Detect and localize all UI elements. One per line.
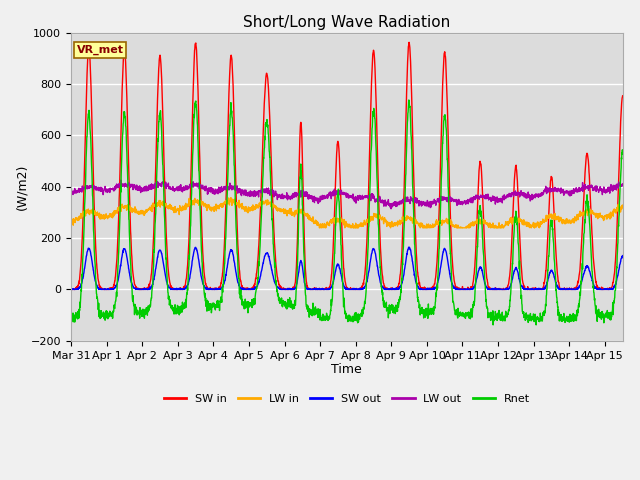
SW in bbox=[67, 285, 75, 291]
LW out bbox=[531, 194, 538, 200]
Rnet bbox=[490, 322, 497, 328]
Rnet bbox=[405, 97, 413, 103]
LW out bbox=[278, 192, 285, 197]
Rnet bbox=[67, 310, 75, 315]
LW in bbox=[152, 201, 160, 207]
LW out bbox=[67, 191, 75, 197]
LW out bbox=[387, 206, 395, 212]
Legend: SW in, LW in, SW out, LW out, Rnet: SW in, LW in, SW out, LW out, Rnet bbox=[159, 390, 534, 408]
LW in bbox=[576, 208, 584, 214]
SW in bbox=[278, 286, 285, 292]
SW in bbox=[152, 145, 160, 151]
Line: Rnet: Rnet bbox=[71, 100, 623, 325]
SW in bbox=[164, 270, 172, 276]
Line: LW out: LW out bbox=[71, 180, 623, 209]
Rnet bbox=[152, 197, 160, 203]
SW out bbox=[164, 284, 172, 289]
SW in bbox=[67, 287, 75, 292]
LW in bbox=[292, 210, 300, 216]
SW out bbox=[152, 263, 160, 268]
SW out bbox=[67, 287, 75, 292]
LW out bbox=[576, 187, 584, 193]
SW in bbox=[405, 39, 413, 45]
SW out bbox=[292, 282, 300, 288]
Y-axis label: (W/m2): (W/m2) bbox=[15, 164, 28, 210]
LW out bbox=[152, 184, 160, 190]
SW in bbox=[292, 264, 300, 270]
Line: SW in: SW in bbox=[71, 42, 623, 289]
LW in bbox=[164, 206, 172, 212]
SW out bbox=[576, 282, 584, 288]
LW in bbox=[619, 204, 627, 210]
LW out bbox=[292, 191, 300, 197]
Line: SW out: SW out bbox=[71, 247, 623, 289]
LW in bbox=[278, 207, 285, 213]
SW in bbox=[619, 93, 627, 99]
Title: Short/Long Wave Radiation: Short/Long Wave Radiation bbox=[243, 15, 451, 30]
LW out bbox=[117, 177, 125, 183]
Rnet bbox=[278, 295, 285, 301]
LW in bbox=[227, 195, 235, 201]
SW out bbox=[531, 287, 538, 292]
SW in bbox=[531, 287, 538, 292]
LW in bbox=[531, 222, 538, 228]
X-axis label: Time: Time bbox=[332, 363, 362, 376]
Line: LW in: LW in bbox=[71, 198, 623, 228]
SW out bbox=[67, 287, 75, 292]
Text: VR_met: VR_met bbox=[77, 45, 124, 55]
Rnet bbox=[576, 289, 584, 295]
SW in bbox=[576, 263, 584, 269]
SW out bbox=[405, 244, 413, 250]
LW out bbox=[164, 184, 172, 190]
Rnet bbox=[164, 296, 172, 302]
SW out bbox=[278, 287, 285, 292]
Rnet bbox=[531, 314, 538, 320]
SW out bbox=[619, 253, 627, 259]
LW in bbox=[67, 216, 75, 222]
Rnet bbox=[619, 151, 627, 156]
LW out bbox=[619, 181, 627, 187]
LW in bbox=[316, 225, 323, 231]
Rnet bbox=[292, 287, 300, 293]
